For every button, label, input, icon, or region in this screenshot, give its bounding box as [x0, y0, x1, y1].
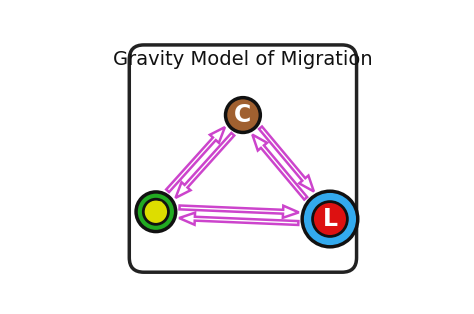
FancyBboxPatch shape — [129, 45, 356, 272]
Text: C: C — [234, 103, 252, 127]
Circle shape — [143, 199, 168, 224]
Polygon shape — [252, 135, 307, 200]
Polygon shape — [180, 205, 299, 218]
Circle shape — [302, 191, 358, 247]
Circle shape — [226, 98, 260, 133]
Polygon shape — [175, 133, 234, 198]
Text: S: S — [147, 200, 164, 224]
Polygon shape — [179, 213, 299, 225]
Polygon shape — [166, 127, 225, 192]
Text: Gravity Model of Migration: Gravity Model of Migration — [113, 50, 373, 69]
Circle shape — [312, 202, 347, 236]
Text: L: L — [322, 207, 337, 231]
Polygon shape — [259, 127, 314, 192]
Circle shape — [136, 192, 176, 232]
